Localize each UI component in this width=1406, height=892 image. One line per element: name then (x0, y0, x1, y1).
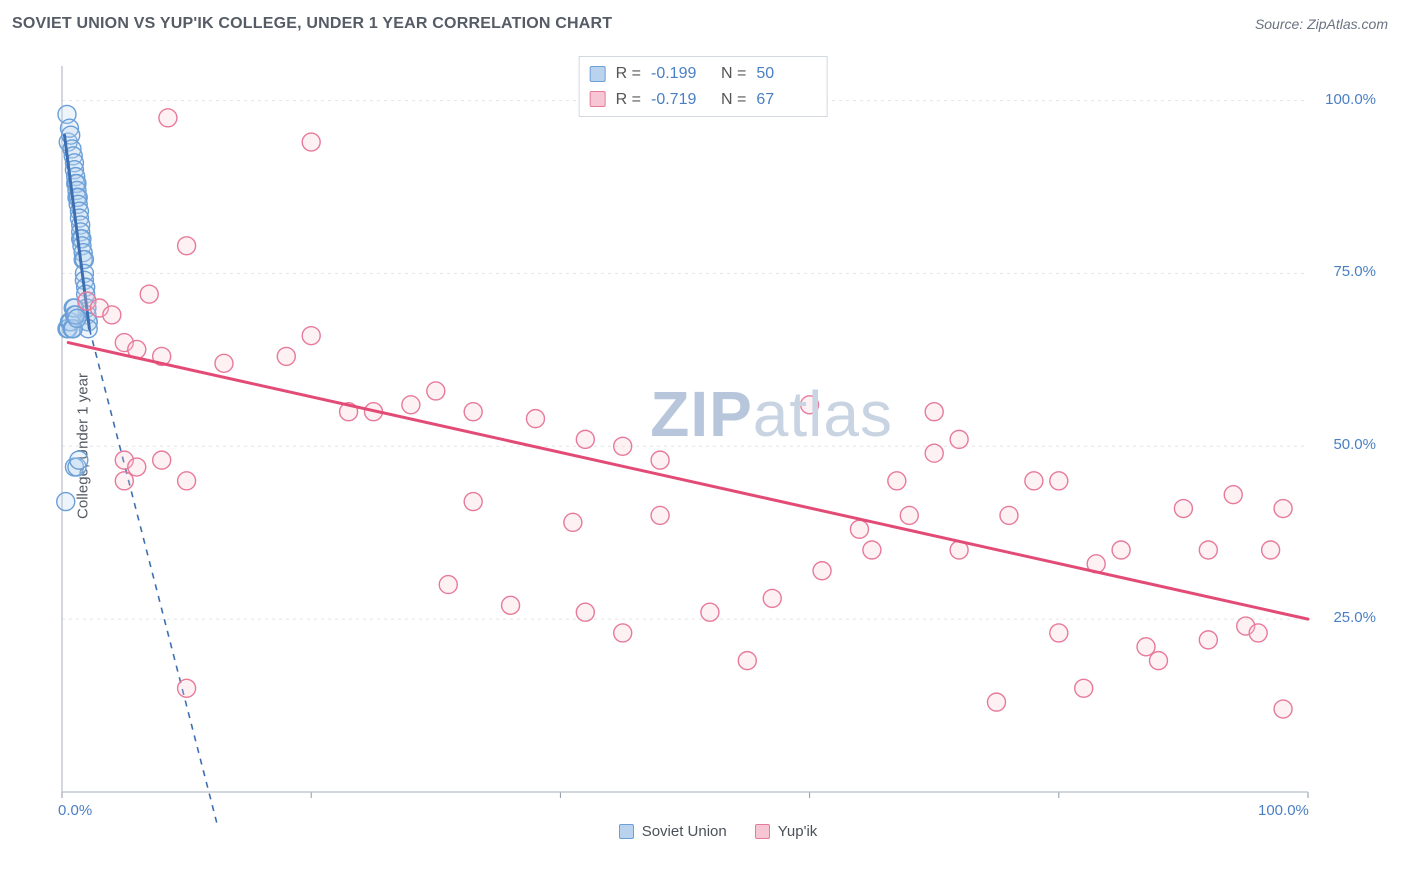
source-label: Source: ZipAtlas.com (1255, 16, 1388, 32)
legend-item-soviet: Soviet Union (619, 823, 727, 840)
stats-n-label: N = (721, 87, 746, 113)
scatter-plot: ZIPatlas Soviet Union Yup'ik 25.0%50.0%7… (48, 52, 1388, 840)
y-tick-label: 50.0% (1333, 436, 1376, 453)
legend-item-yupik: Yup'ik (755, 823, 818, 840)
stats-row-soviet: R = -0.199 N = 50 (590, 61, 817, 87)
legend-label-soviet: Soviet Union (642, 823, 727, 840)
stats-swatch-yupik (590, 91, 606, 107)
stats-n-label: N = (721, 61, 746, 87)
x-tick-label: 100.0% (1258, 802, 1309, 819)
stats-swatch-soviet (590, 66, 606, 82)
stats-n-value-yupik: 67 (756, 87, 816, 113)
stats-row-yupik: R = -0.719 N = 67 (590, 87, 817, 113)
legend-swatch-soviet (619, 824, 634, 839)
stats-r-value-soviet: -0.199 (651, 61, 711, 87)
stats-legend-box: R = -0.199 N = 50 R = -0.719 N = 67 (579, 56, 828, 117)
legend-label-yupik: Yup'ik (778, 823, 818, 840)
y-tick-label: 25.0% (1333, 609, 1376, 626)
y-tick-label: 75.0% (1333, 263, 1376, 280)
chart-header: SOVIET UNION VS YUP'IK COLLEGE, UNDER 1 … (0, 0, 1406, 48)
plot-svg (48, 52, 1388, 840)
chart-title: SOVIET UNION VS YUP'IK COLLEGE, UNDER 1 … (12, 15, 612, 33)
y-tick-label: 100.0% (1325, 91, 1376, 108)
stats-r-label: R = (616, 87, 641, 113)
stats-n-value-soviet: 50 (756, 61, 816, 87)
series-legend: Soviet Union Yup'ik (48, 823, 1388, 840)
stats-r-value-yupik: -0.719 (651, 87, 711, 113)
x-tick-label: 0.0% (58, 802, 92, 819)
legend-swatch-yupik (755, 824, 770, 839)
stats-r-label: R = (616, 61, 641, 87)
